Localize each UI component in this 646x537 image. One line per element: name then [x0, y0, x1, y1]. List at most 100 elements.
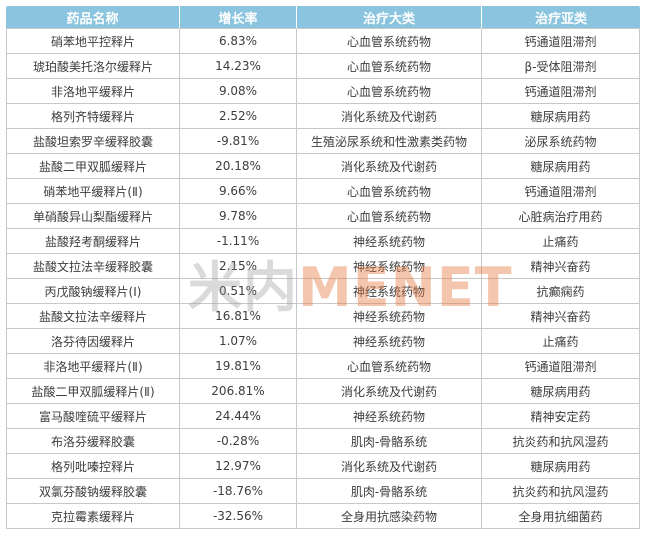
cell-growth-rate: 9.08% [180, 79, 297, 104]
cell-sub-class: 钙通道阻滞剂 [482, 29, 640, 54]
cell-major-class: 神经系统药物 [297, 229, 482, 254]
cell-growth-rate: -18.76% [180, 479, 297, 504]
cell-sub-class: 糖尿病用药 [482, 379, 640, 404]
cell-sub-class: 心脏病治疗用药 [482, 204, 640, 229]
table-row: 单硝酸异山梨酯缓释片 9.78% 心血管系统药物 心脏病治疗用药 [6, 204, 640, 229]
cell-drug-name: 硝苯地平控释片 [6, 29, 180, 54]
cell-major-class: 生殖泌尿系统和性激素类药物 [297, 129, 482, 154]
col-header-growth-rate: 增长率 [180, 6, 297, 29]
cell-drug-name: 非洛地平缓释片(Ⅱ) [6, 354, 180, 379]
cell-major-class: 消化系统及代谢药 [297, 154, 482, 179]
table-row: 盐酸坦索罗辛缓释胶囊 -9.81% 生殖泌尿系统和性激素类药物 泌尿系统药物 [6, 129, 640, 154]
table-row: 布洛芬缓释胶囊 -0.28% 肌肉-骨骼系统 抗炎药和抗风湿药 [6, 429, 640, 454]
drug-growth-table: 药品名称 增长率 治疗大类 治疗亚类 硝苯地平控释片 6.83% 心血管系统药物 钙通… [6, 6, 640, 529]
cell-sub-class: 钙通道阻滞剂 [482, 179, 640, 204]
cell-major-class: 心血管系统药物 [297, 204, 482, 229]
col-header-drug-name: 药品名称 [6, 6, 180, 29]
cell-drug-name: 克拉霉素缓释片 [6, 504, 180, 529]
cell-drug-name: 丙戊酸钠缓释片(Ⅰ) [6, 279, 180, 304]
cell-drug-name: 格列吡嗪控释片 [6, 454, 180, 479]
cell-major-class: 心血管系统药物 [297, 354, 482, 379]
cell-drug-name: 非洛地平缓释片 [6, 79, 180, 104]
cell-major-class: 神经系统药物 [297, 329, 482, 354]
cell-sub-class: 精神兴奋药 [482, 254, 640, 279]
cell-drug-name: 硝苯地平缓释片(Ⅱ) [6, 179, 180, 204]
table-row: 非洛地平缓释片(Ⅱ) 19.81% 心血管系统药物 钙通道阻滞剂 [6, 354, 640, 379]
cell-growth-rate: 6.83% [180, 29, 297, 54]
table-row: 格列齐特缓释片 2.52% 消化系统及代谢药 糖尿病用药 [6, 104, 640, 129]
cell-sub-class: 糖尿病用药 [482, 154, 640, 179]
cell-growth-rate: 16.81% [180, 304, 297, 329]
table-row: 非洛地平缓释片 9.08% 心血管系统药物 钙通道阻滞剂 [6, 79, 640, 104]
cell-growth-rate: 19.81% [180, 354, 297, 379]
cell-sub-class: 钙通道阻滞剂 [482, 79, 640, 104]
cell-sub-class: β-受体阻滞剂 [482, 54, 640, 79]
cell-growth-rate: 24.44% [180, 404, 297, 429]
cell-sub-class: 抗炎药和抗风湿药 [482, 429, 640, 454]
cell-drug-name: 盐酸二甲双胍缓释片 [6, 154, 180, 179]
table-body: 硝苯地平控释片 6.83% 心血管系统药物 钙通道阻滞剂 琥珀酸美托洛尔缓释片 14.23… [6, 29, 640, 529]
cell-major-class: 消化系统及代谢药 [297, 104, 482, 129]
cell-major-class: 全身用抗感染药物 [297, 504, 482, 529]
cell-sub-class: 全身用抗细菌药 [482, 504, 640, 529]
cell-growth-rate: 12.97% [180, 454, 297, 479]
cell-drug-name: 盐酸文拉法辛缓释胶囊 [6, 254, 180, 279]
table-row: 硝苯地平缓释片(Ⅱ) 9.66% 心血管系统药物 钙通道阻滞剂 [6, 179, 640, 204]
table-row: 格列吡嗪控释片 12.97% 消化系统及代谢药 糖尿病用药 [6, 454, 640, 479]
table-row: 丙戊酸钠缓释片(Ⅰ) 0.51% 神经系统药物 抗癫痫药 [6, 279, 640, 304]
cell-drug-name: 双氯芬酸钠缓释胶囊 [6, 479, 180, 504]
cell-growth-rate: 14.23% [180, 54, 297, 79]
table-row: 盐酸文拉法辛缓释片 16.81% 神经系统药物 精神兴奋药 [6, 304, 640, 329]
table-row: 盐酸二甲双胍缓释片(Ⅱ) 206.81% 消化系统及代谢药 糖尿病用药 [6, 379, 640, 404]
cell-major-class: 神经系统药物 [297, 279, 482, 304]
table-row: 硝苯地平控释片 6.83% 心血管系统药物 钙通道阻滞剂 [6, 29, 640, 54]
cell-growth-rate: 2.52% [180, 104, 297, 129]
cell-sub-class: 精神安定药 [482, 404, 640, 429]
cell-drug-name: 富马酸喹硫平缓释片 [6, 404, 180, 429]
table-row: 盐酸二甲双胍缓释片 20.18% 消化系统及代谢药 糖尿病用药 [6, 154, 640, 179]
cell-drug-name: 盐酸坦索罗辛缓释胶囊 [6, 129, 180, 154]
table-row: 富马酸喹硫平缓释片 24.44% 神经系统药物 精神安定药 [6, 404, 640, 429]
cell-drug-name: 盐酸文拉法辛缓释片 [6, 304, 180, 329]
cell-growth-rate: 1.07% [180, 329, 297, 354]
cell-drug-name: 格列齐特缓释片 [6, 104, 180, 129]
cell-drug-name: 布洛芬缓释胶囊 [6, 429, 180, 454]
cell-major-class: 神经系统药物 [297, 254, 482, 279]
table-row: 盐酸羟考酮缓释片 -1.11% 神经系统药物 止痛药 [6, 229, 640, 254]
cell-drug-name: 琥珀酸美托洛尔缓释片 [6, 54, 180, 79]
cell-growth-rate: -9.81% [180, 129, 297, 154]
cell-drug-name: 洛芬待因缓释片 [6, 329, 180, 354]
cell-major-class: 消化系统及代谢药 [297, 379, 482, 404]
col-header-major-class: 治疗大类 [297, 6, 482, 29]
cell-major-class: 心血管系统药物 [297, 54, 482, 79]
cell-sub-class: 泌尿系统药物 [482, 129, 640, 154]
cell-drug-name: 盐酸羟考酮缓释片 [6, 229, 180, 254]
cell-sub-class: 止痛药 [482, 229, 640, 254]
cell-sub-class: 糖尿病用药 [482, 454, 640, 479]
cell-major-class: 心血管系统药物 [297, 179, 482, 204]
cell-drug-name: 单硝酸异山梨酯缓释片 [6, 204, 180, 229]
cell-growth-rate: 9.78% [180, 204, 297, 229]
col-header-sub-class: 治疗亚类 [482, 6, 640, 29]
cell-sub-class: 钙通道阻滞剂 [482, 354, 640, 379]
cell-sub-class: 抗癫痫药 [482, 279, 640, 304]
cell-growth-rate: -0.28% [180, 429, 297, 454]
header-row: 药品名称 增长率 治疗大类 治疗亚类 [6, 6, 640, 29]
table-row: 克拉霉素缓释片 -32.56% 全身用抗感染药物 全身用抗细菌药 [6, 504, 640, 529]
cell-growth-rate: 206.81% [180, 379, 297, 404]
cell-growth-rate: 2.15% [180, 254, 297, 279]
cell-major-class: 消化系统及代谢药 [297, 454, 482, 479]
cell-growth-rate: -1.11% [180, 229, 297, 254]
cell-sub-class: 抗炎药和抗风湿药 [482, 479, 640, 504]
table-row: 盐酸文拉法辛缓释胶囊 2.15% 神经系统药物 精神兴奋药 [6, 254, 640, 279]
cell-major-class: 心血管系统药物 [297, 29, 482, 54]
table-row: 洛芬待因缓释片 1.07% 神经系统药物 止痛药 [6, 329, 640, 354]
cell-sub-class: 精神兴奋药 [482, 304, 640, 329]
cell-major-class: 神经系统药物 [297, 404, 482, 429]
cell-major-class: 神经系统药物 [297, 304, 482, 329]
table-row: 双氯芬酸钠缓释胶囊 -18.76% 肌肉-骨骼系统 抗炎药和抗风湿药 [6, 479, 640, 504]
cell-drug-name: 盐酸二甲双胍缓释片(Ⅱ) [6, 379, 180, 404]
cell-major-class: 心血管系统药物 [297, 79, 482, 104]
cell-growth-rate: 20.18% [180, 154, 297, 179]
